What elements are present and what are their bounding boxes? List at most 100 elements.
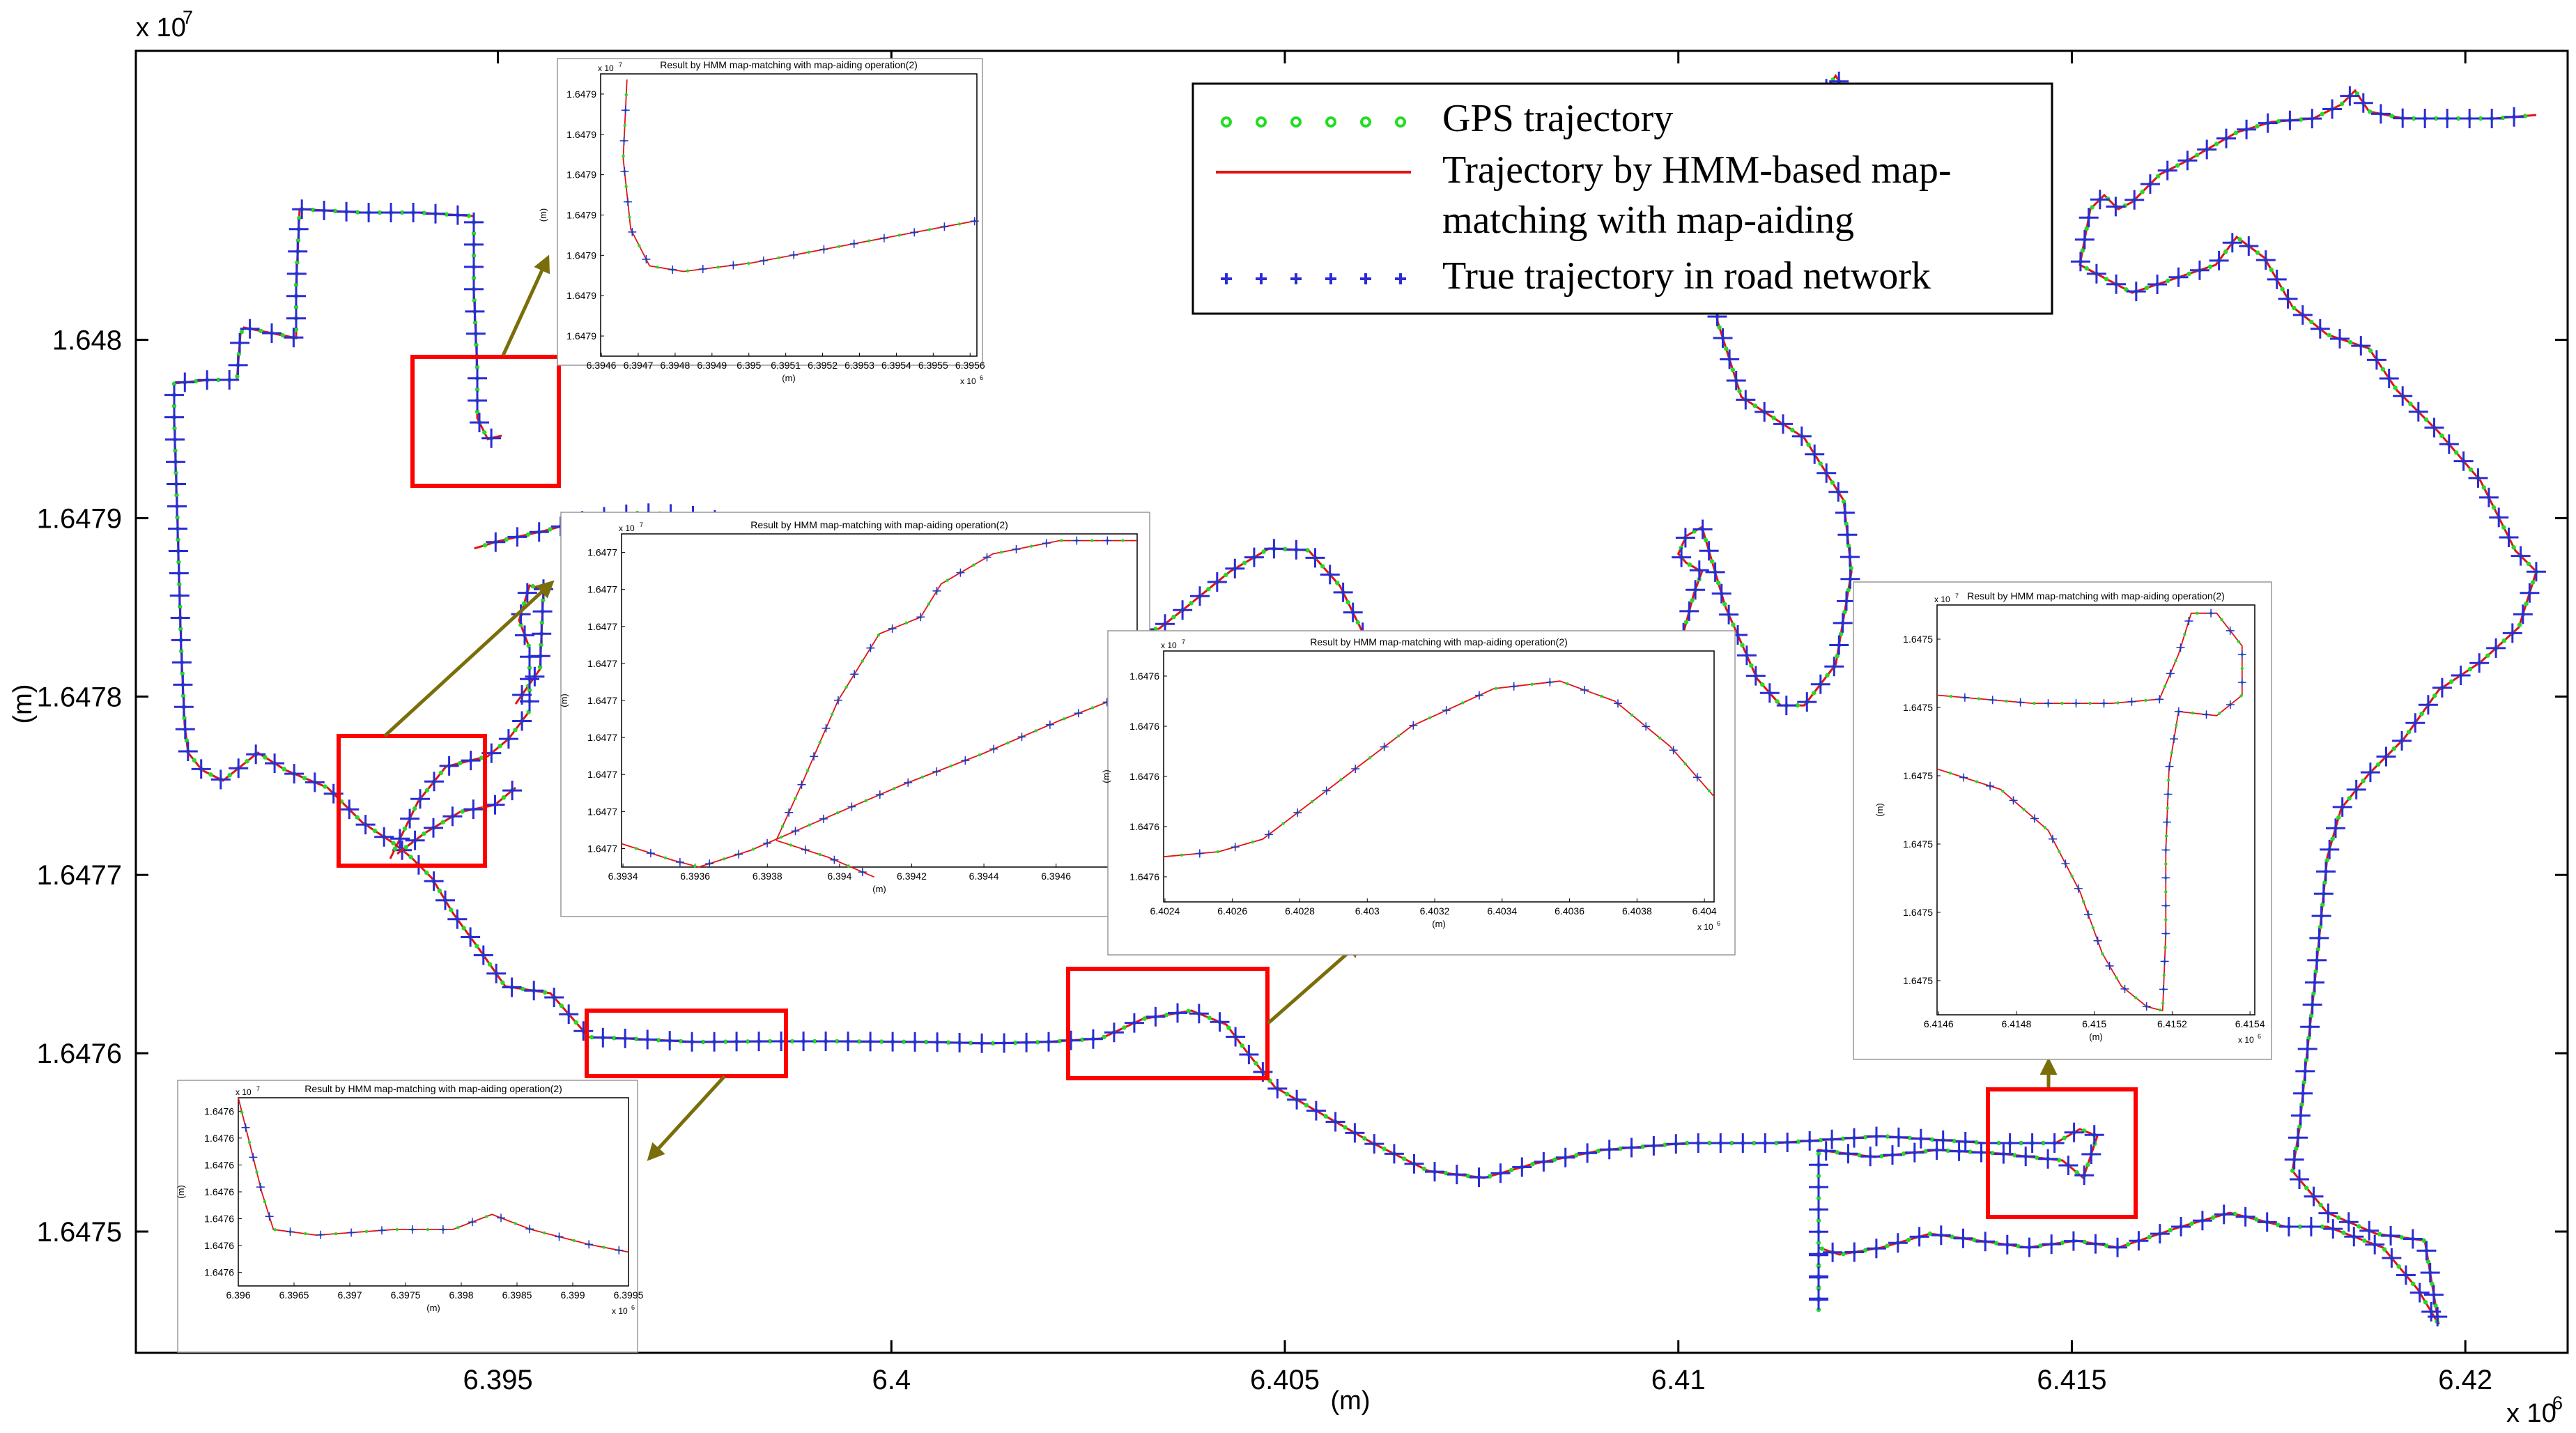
- main-route-loop-gps-point: [1509, 1167, 1514, 1173]
- main-route-loop-gps-point: [293, 327, 299, 332]
- main-route-east-gps-point: [1842, 610, 1847, 615]
- inset-plot-4-curve-1-gps-point: [334, 1232, 338, 1236]
- main-route-east-gps-point: [1825, 673, 1830, 678]
- inset-plot-5-curve-1-gps-point: [2005, 699, 2008, 703]
- main-route-loop-markers: [164, 86, 2546, 1327]
- main-route-loop-gps-point: [2522, 114, 2528, 118]
- inset-plot-2-y-tick-label: 1.6477: [587, 621, 617, 632]
- inset-plot-3-x-tick-label: 6.4032: [1420, 905, 1450, 917]
- main-route-east-gps-point: [1830, 480, 1835, 485]
- main-route-loop-gps-point: [2348, 339, 2353, 345]
- inset-plot-5-curve-1-gps-point: [2164, 918, 2168, 921]
- legend-truth-label: True trajectory in road network: [1442, 254, 1931, 298]
- inset-plot-2: Result by HMM map-matching with map-aidi…: [559, 512, 1150, 917]
- main-route-loop-gps-point: [2299, 117, 2304, 122]
- inset-plot-5-x-axis-label: (m): [2089, 1032, 2103, 1042]
- inset-plot-4-curve-1-gps-point: [572, 1239, 576, 1243]
- inset-plot-4-y-tick-label: 1.6476: [204, 1105, 234, 1117]
- inset-plot-4-x-exponent-power: 6: [631, 1304, 635, 1311]
- inset-plot-2-y-tick-label: 1.6477: [587, 547, 617, 558]
- main-route-loop-gps-point: [2478, 116, 2483, 121]
- inset-plot-2-curve-1-gps-point: [780, 835, 783, 839]
- inset-plot-3-y-tick-label: 1.6476: [1129, 670, 1159, 682]
- main-route-branch-2-gps-point: [460, 809, 465, 814]
- inset-plot-2-curve-2-gps-point: [1090, 539, 1094, 542]
- main-route-loop-gps-point: [2255, 124, 2260, 129]
- main-route-loop-gps-point: [182, 716, 187, 721]
- main-route-loop-gps-point: [834, 1039, 840, 1044]
- main-route-branch-gps-point: [539, 643, 543, 647]
- legend: GPS trajectory Trajectory by HMM-based m…: [1191, 82, 2053, 315]
- main-route-loop-gps-point: [2354, 91, 2360, 96]
- main-route-loop-gps-point: [2144, 285, 2150, 291]
- inset-plot-3-curve-1-gps-point: [1494, 687, 1498, 690]
- main-route-loop-gps-point: [2467, 666, 2473, 672]
- inset-plot-5-y-tick-label: 1.6475: [1903, 838, 1933, 850]
- main-route-east-gps-point: [1224, 572, 1228, 578]
- main-route-loop-gps-point: [482, 430, 487, 435]
- inset-plot-3-x-axis-label: (m): [1432, 919, 1446, 929]
- inset-plot-2-background: [560, 512, 1150, 917]
- x-tick-label: 6.395: [463, 1365, 532, 1395]
- main-route-loop-gps-point: [2368, 109, 2373, 114]
- main-route-loop-gps-point: [179, 649, 184, 654]
- main-route-loop-gps-point: [1402, 1156, 1407, 1161]
- inset-plot-4-curve-1-gps-point: [426, 1227, 430, 1232]
- inset-plot-3-y-exponent: x 10: [1161, 641, 1177, 650]
- inset-plot-4-y-tick-label: 1.6476: [204, 1240, 234, 1251]
- main-route-loop-gps-point: [2399, 1235, 2405, 1240]
- main-route-loop-gps-point: [1993, 1241, 1999, 1246]
- main-route-loop-gps-point: [2347, 796, 2352, 801]
- main-route-east-gps-point: [1841, 499, 1846, 504]
- main-route-loop-gps-point: [2168, 1227, 2173, 1233]
- inset-plot-4-curve-1-gps-point: [247, 1140, 252, 1144]
- inset-plot-1-y-tick-label: 1.6479: [566, 169, 596, 181]
- main-route-loop-gps-point: [1816, 1263, 1821, 1268]
- inset-plot-1-curve-1-gps-point: [622, 154, 625, 158]
- inset-plot-1-title: Result by HMM map-matching with map-aidi…: [660, 59, 918, 70]
- main-route-east-gps-point: [1811, 691, 1817, 696]
- main-route-loop-gps-point: [2297, 1124, 2302, 1129]
- inset-plot-1-x-tick-label: 6.3954: [881, 360, 911, 371]
- inset-plot-5-curve-2-gps-point: [1975, 780, 1979, 783]
- main-route-loop-gps-point: [281, 767, 286, 772]
- main-route-loop-gps-point: [2090, 205, 2095, 210]
- inset-plot-2-y-exponent: x 10: [619, 523, 635, 533]
- main-route-loop-gps-point: [472, 298, 477, 303]
- inset-plot-1-y-tick-label: 1.6479: [566, 210, 596, 221]
- inset-plot-5-curve-2-gps-point: [2058, 850, 2061, 853]
- main-route-loop-gps-point: [2074, 1170, 2079, 1175]
- main-route-branch-gps-point: [541, 598, 546, 603]
- main-route-loop-gps-point: [1685, 1140, 1690, 1146]
- inset-plot-5-curve-2-gps-point: [2158, 1008, 2162, 1012]
- main-route-loop-gps-point: [355, 210, 360, 215]
- main-route-loop-gps-point: [227, 773, 232, 778]
- inset-plot-1-x-axis-label: (m): [782, 373, 796, 383]
- inset-plot-3-x-tick-label: 6.4034: [1487, 905, 1517, 917]
- inset-plot-5-curve-1-gps-point: [2239, 694, 2243, 698]
- x-exponent-power: 6: [2552, 1393, 2563, 1413]
- inset-plot-5-curve-1-gps-point: [2116, 701, 2120, 705]
- main-route-loop-gps-point: [1816, 1285, 1821, 1290]
- inset-plot-2-curve-1-gps-point: [1091, 706, 1095, 710]
- main-route-east-gps-point: [1355, 620, 1360, 625]
- inset-plot-4-curve-1-gps-point: [543, 1231, 546, 1235]
- inset-plot-2-title: Result by HMM map-matching with map-aidi…: [750, 519, 1008, 530]
- inset-plot-3-y-tick-label: 1.6476: [1129, 721, 1159, 732]
- inset-plot-1-curve-1-gps-point: [638, 244, 641, 247]
- inset-plot-3-background: [1107, 630, 1736, 956]
- main-route-loop-gps-point: [589, 1035, 594, 1040]
- main-route-loop-gps-point: [2339, 101, 2345, 107]
- main-route-loop-gps-point: [2211, 1215, 2216, 1220]
- main-route-loop-gps-point: [2085, 1162, 2090, 1167]
- main-route-branch-gps-point: [530, 584, 535, 589]
- main-route-branch-gps-point: [539, 620, 545, 625]
- main-route-branch-2-truth-crosses: [405, 781, 523, 850]
- inset-plot-1-curve-1-truth-crosses: [619, 106, 979, 274]
- inset-plot-5-background: [1853, 581, 2272, 1060]
- inset-plot-2-x-tick-label: 6.3942: [897, 871, 927, 882]
- main-route-loop-gps-point: [1164, 1012, 1169, 1018]
- main-route-loop-gps-point: [391, 841, 396, 845]
- inset-plot-1-x-tick-label: 6.3955: [918, 360, 948, 371]
- inset-plot-5-curve-1-gps-point: [2164, 890, 2168, 894]
